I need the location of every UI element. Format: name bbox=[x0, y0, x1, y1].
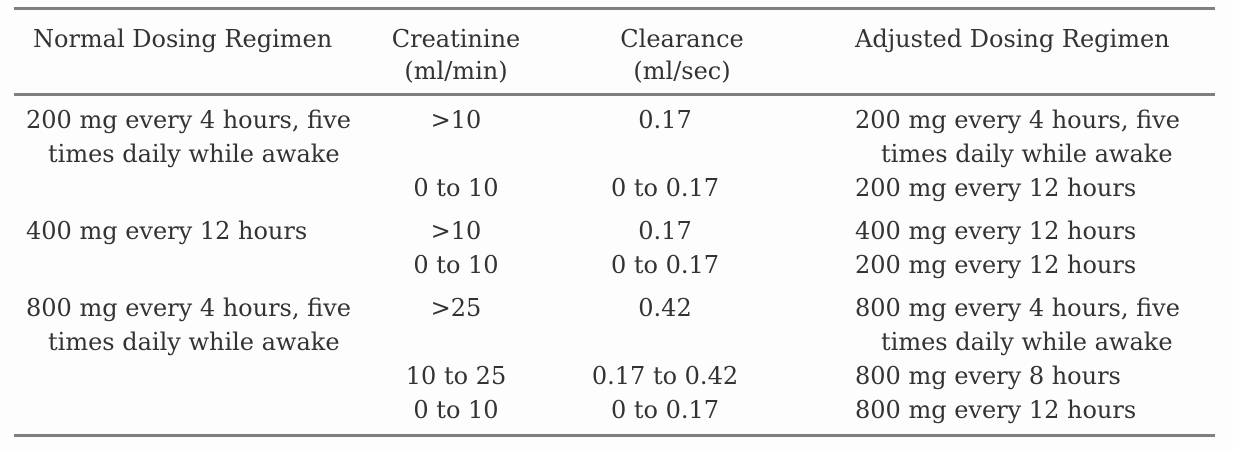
cell-text: 200 mg every 12 hours bbox=[855, 251, 1137, 279]
cell-clearance: 0.17 to 0.42 bbox=[591, 362, 739, 390]
cell-text: 200 mg every 4 hours, five times daily w… bbox=[855, 106, 1180, 168]
cell-clearance: 0 to 0.17 bbox=[610, 251, 720, 279]
cell-text: 400 mg every 12 hours bbox=[855, 217, 1137, 245]
cell-creatinine: >10 bbox=[430, 106, 482, 134]
cell-adjusted-dosing: 800 mg every 12 hours bbox=[808, 393, 1215, 436]
cell-clearance: 0.17 bbox=[638, 106, 692, 134]
table-row: 0 to 10 0 to 0.17 200 mg every 12 hours bbox=[14, 171, 1215, 205]
cell-creatinine: >25 bbox=[430, 294, 482, 322]
cell-normal-dosing bbox=[14, 171, 390, 205]
cell-normal-dosing: 200 mg every 4 hours, five times daily w… bbox=[14, 95, 390, 172]
cell-text: 400 mg every 12 hours bbox=[26, 217, 308, 245]
cell-text: 800 mg every 4 hours, five times daily w… bbox=[855, 294, 1180, 356]
cell-adjusted-dosing: 200 mg every 12 hours bbox=[808, 248, 1215, 282]
cell-adjusted-dosing: 800 mg every 4 hours, five times daily w… bbox=[808, 282, 1215, 359]
table-row: 0 to 10 0 to 0.17 200 mg every 12 hours bbox=[14, 248, 1215, 282]
cell-normal-dosing bbox=[14, 359, 390, 393]
table-header-row: Normal Dosing Regimen Creatinine (ml/min… bbox=[14, 8, 1215, 96]
cell-normal-dosing bbox=[14, 248, 390, 282]
cell-clearance: 0 to 0.17 bbox=[610, 174, 720, 202]
cell-creatinine: 10 to 25 bbox=[405, 362, 507, 390]
cell-text: 800 mg every 12 hours bbox=[855, 396, 1137, 424]
cell-adjusted-dosing: 800 mg every 8 hours bbox=[808, 359, 1215, 393]
cell-adjusted-dosing: 200 mg every 4 hours, five times daily w… bbox=[808, 95, 1215, 172]
cell-adjusted-dosing: 400 mg every 12 hours bbox=[808, 205, 1215, 248]
table-row: 400 mg every 12 hours >10 0.17 400 mg ev… bbox=[14, 205, 1215, 248]
cell-adjusted-dosing: 200 mg every 12 hours bbox=[808, 171, 1215, 205]
column-header-creatinine: Creatinine (ml/min) bbox=[390, 8, 522, 96]
table-row: 0 to 10 0 to 0.17 800 mg every 12 hours bbox=[14, 393, 1215, 436]
cell-text: 200 mg every 12 hours bbox=[855, 174, 1137, 202]
column-header-adjusted-dosing-regimen: Adjusted Dosing Regimen bbox=[808, 8, 1215, 96]
table-row: 10 to 25 0.17 to 0.42 800 mg every 8 hou… bbox=[14, 359, 1215, 393]
cell-creatinine: >10 bbox=[430, 217, 482, 245]
table-row: 800 mg every 4 hours, five times daily w… bbox=[14, 282, 1215, 359]
cell-creatinine: 0 to 10 bbox=[413, 251, 499, 279]
cell-normal-dosing bbox=[14, 393, 390, 436]
dosing-adjustment-table: Normal Dosing Regimen Creatinine (ml/min… bbox=[14, 7, 1215, 437]
cell-clearance: 0 to 0.17 bbox=[610, 396, 720, 424]
cell-text: 800 mg every 4 hours, five times daily w… bbox=[26, 294, 351, 356]
cell-normal-dosing: 400 mg every 12 hours bbox=[14, 205, 390, 248]
cell-normal-dosing: 800 mg every 4 hours, five times daily w… bbox=[14, 282, 390, 359]
column-header-normal-dosing-regimen: Normal Dosing Regimen bbox=[14, 8, 390, 96]
cell-clearance: 0.17 bbox=[638, 217, 692, 245]
cell-text: 800 mg every 8 hours bbox=[855, 362, 1121, 390]
table-row: 200 mg every 4 hours, five times daily w… bbox=[14, 95, 1215, 172]
column-header-clearance: Clearance (ml/sec) bbox=[522, 8, 808, 96]
cell-text: 200 mg every 4 hours, five times daily w… bbox=[26, 106, 351, 168]
cell-creatinine: 0 to 10 bbox=[413, 396, 499, 424]
cell-creatinine: 0 to 10 bbox=[413, 174, 499, 202]
cell-clearance: 0.42 bbox=[638, 294, 692, 322]
